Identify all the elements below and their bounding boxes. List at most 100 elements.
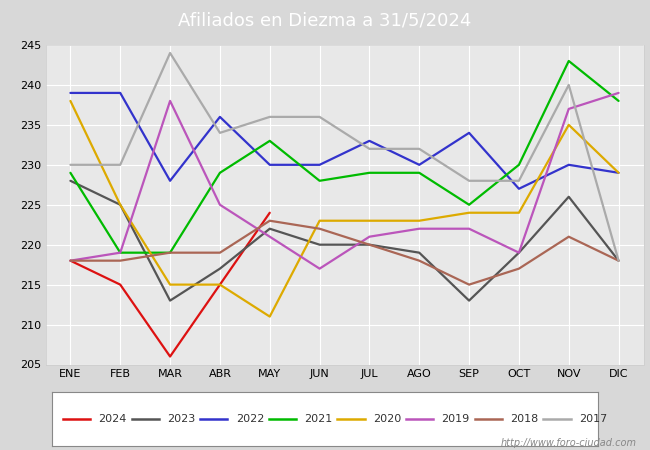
2024: [66, 258, 74, 263]
2022: [515, 186, 523, 192]
2017: [415, 146, 423, 152]
2019: [66, 258, 74, 263]
2019: [365, 234, 373, 239]
2019: [166, 98, 174, 104]
2017: [365, 146, 373, 152]
2019: [415, 226, 423, 231]
Line: 2019: 2019: [70, 93, 619, 269]
2017: [515, 178, 523, 184]
2023: [365, 242, 373, 248]
Text: 2023: 2023: [167, 414, 195, 423]
2017: [116, 162, 124, 167]
Line: 2018: 2018: [70, 220, 619, 285]
2022: [166, 178, 174, 184]
Line: 2021: 2021: [70, 61, 619, 252]
2021: [365, 170, 373, 176]
2024: [166, 354, 174, 359]
Text: 2022: 2022: [236, 414, 264, 423]
2018: [615, 258, 623, 263]
2019: [316, 266, 324, 271]
2017: [216, 130, 224, 135]
2018: [266, 218, 274, 223]
2019: [266, 234, 274, 239]
2018: [166, 250, 174, 255]
2023: [216, 266, 224, 271]
Line: 2017: 2017: [70, 53, 619, 261]
2020: [415, 218, 423, 223]
2017: [166, 50, 174, 56]
2018: [565, 234, 573, 239]
2023: [116, 202, 124, 207]
2021: [266, 138, 274, 144]
2022: [415, 162, 423, 167]
2018: [216, 250, 224, 255]
2022: [116, 90, 124, 95]
2018: [365, 242, 373, 248]
2020: [515, 210, 523, 216]
2023: [515, 250, 523, 255]
2021: [116, 250, 124, 255]
2023: [66, 178, 74, 184]
2021: [66, 170, 74, 176]
2020: [116, 202, 124, 207]
Text: 2024: 2024: [98, 414, 127, 423]
2021: [565, 58, 573, 64]
2017: [565, 82, 573, 88]
2021: [415, 170, 423, 176]
2020: [365, 218, 373, 223]
2020: [266, 314, 274, 319]
2022: [66, 90, 74, 95]
2022: [316, 162, 324, 167]
2020: [615, 170, 623, 176]
2023: [316, 242, 324, 248]
2019: [515, 250, 523, 255]
2024: [216, 282, 224, 288]
2018: [515, 266, 523, 271]
2023: [415, 250, 423, 255]
2017: [266, 114, 274, 120]
2019: [615, 90, 623, 95]
2020: [465, 210, 473, 216]
Text: http://www.foro-ciudad.com: http://www.foro-ciudad.com: [501, 438, 637, 448]
2017: [66, 162, 74, 167]
2020: [565, 122, 573, 128]
2022: [565, 162, 573, 167]
2020: [216, 282, 224, 288]
Text: Afiliados en Diezma a 31/5/2024: Afiliados en Diezma a 31/5/2024: [178, 11, 472, 29]
2021: [465, 202, 473, 207]
2022: [465, 130, 473, 135]
2017: [465, 178, 473, 184]
Line: 2023: 2023: [70, 181, 619, 301]
2022: [216, 114, 224, 120]
2023: [166, 298, 174, 303]
2019: [116, 250, 124, 255]
2020: [166, 282, 174, 288]
Text: 2019: 2019: [441, 414, 470, 423]
Line: 2022: 2022: [70, 93, 619, 189]
2018: [415, 258, 423, 263]
2018: [465, 282, 473, 288]
2020: [316, 218, 324, 223]
2023: [565, 194, 573, 199]
2024: [116, 282, 124, 288]
2020: [66, 98, 74, 104]
Text: 2017: 2017: [579, 414, 607, 423]
Text: 2021: 2021: [304, 414, 333, 423]
2019: [565, 106, 573, 112]
2022: [365, 138, 373, 144]
2021: [615, 98, 623, 104]
2022: [266, 162, 274, 167]
2017: [316, 114, 324, 120]
2018: [66, 258, 74, 263]
Line: 2024: 2024: [70, 213, 270, 356]
2019: [216, 202, 224, 207]
Text: 2020: 2020: [373, 414, 401, 423]
2018: [316, 226, 324, 231]
2021: [515, 162, 523, 167]
2023: [465, 298, 473, 303]
2023: [266, 226, 274, 231]
2023: [615, 258, 623, 263]
2021: [316, 178, 324, 184]
2024: [266, 210, 274, 216]
Line: 2020: 2020: [70, 101, 619, 317]
